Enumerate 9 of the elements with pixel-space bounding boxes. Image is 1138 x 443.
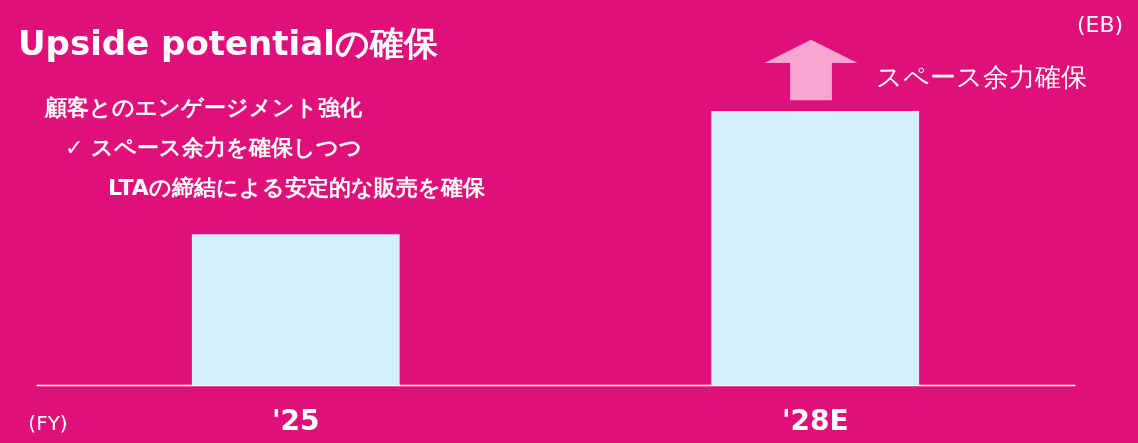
y-axis-title: (EB) [1076, 12, 1124, 37]
x-tick-label: '25 [271, 403, 320, 437]
annotation: ✓ スペース余力を確保しつつ [65, 135, 363, 160]
annotation: LTAの締結による安定的な販売を確保 [108, 175, 486, 200]
annotation: 顧客とのエンゲージメント強化 [44, 95, 363, 120]
chart-title: Upside potentialの確保 [18, 23, 439, 63]
x-tick-label: '28E [781, 403, 849, 437]
x-axis-title: (FY) [28, 411, 68, 435]
text: スペース余力確保 [876, 62, 1087, 92]
